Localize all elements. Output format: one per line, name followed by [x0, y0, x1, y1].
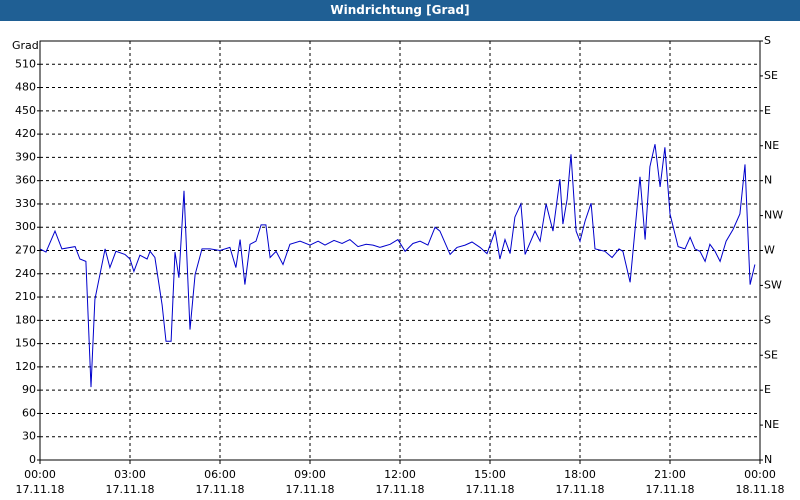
y-tick-label: 450 [15, 104, 36, 117]
x-tick-label: 12:00 [384, 468, 416, 481]
x-tick-label: 09:00 [294, 468, 326, 481]
y-tick-label: 210 [15, 290, 36, 303]
x-tick-date: 18.11.18 [736, 483, 785, 496]
x-tick-date: 17.11.18 [556, 483, 605, 496]
y2-tick-label: SE [764, 348, 778, 361]
y2-tick-label: E [764, 104, 771, 117]
y2-tick-label: S [764, 34, 771, 47]
data-line [39, 144, 756, 388]
x-tick-date: 17.11.18 [16, 483, 65, 496]
y2-tick-label: N [764, 453, 772, 466]
x-tick-date: 17.11.18 [286, 483, 335, 496]
y-tick-label: 180 [15, 313, 36, 326]
x-tick-label: 15:00 [474, 468, 506, 481]
y2-tick-label: SW [764, 278, 782, 291]
y-tick-label: 90 [22, 383, 36, 396]
x-tick-label: 21:00 [654, 468, 686, 481]
y-tick-label: 330 [15, 197, 36, 210]
y2-tick-label: SE [764, 69, 778, 82]
y2-tick-label: NW [764, 209, 783, 222]
y-tick-label: 360 [15, 174, 36, 187]
x-tick-date: 17.11.18 [196, 483, 245, 496]
y-axis-label: Grad [12, 39, 39, 52]
title-bar: Windrichtung [Grad] [0, 0, 800, 21]
x-tick-date: 17.11.18 [376, 483, 425, 496]
y-tick-label: 30 [22, 430, 36, 443]
y2-tick-label: NE [764, 139, 779, 152]
y-tick-label: 480 [15, 81, 36, 94]
plot-frame [39, 40, 761, 461]
y-tick-label: 120 [15, 360, 36, 373]
y2-tick-label: N [764, 174, 772, 187]
y-tick-label: 0 [29, 453, 36, 466]
y-tick-label: 150 [15, 337, 36, 350]
x-tick-label: 18:00 [564, 468, 596, 481]
y2-tick-label: W [764, 244, 775, 257]
x-tick-date: 17.11.18 [646, 483, 695, 496]
y2-tick-label: E [764, 383, 771, 396]
x-tick-date: 17.11.18 [466, 483, 515, 496]
x-tick-date: 17.11.18 [106, 483, 155, 496]
y-tick-label: 420 [15, 127, 36, 140]
x-tick-label: 06:00 [204, 468, 236, 481]
x-tick-label: 00:00 [744, 468, 776, 481]
y2-tick-label: S [764, 313, 771, 326]
y-tick-label: 390 [15, 150, 36, 163]
y2-tick-label: NE [764, 418, 779, 431]
y-tick-label: 240 [15, 267, 36, 280]
x-tick-label: 00:00 [24, 468, 56, 481]
y-tick-label: 60 [22, 406, 36, 419]
y-tick-label: 300 [15, 220, 36, 233]
y-tick-label: 270 [15, 244, 36, 257]
y-tick-label: 510 [15, 57, 36, 70]
x-tick-label: 03:00 [114, 468, 146, 481]
